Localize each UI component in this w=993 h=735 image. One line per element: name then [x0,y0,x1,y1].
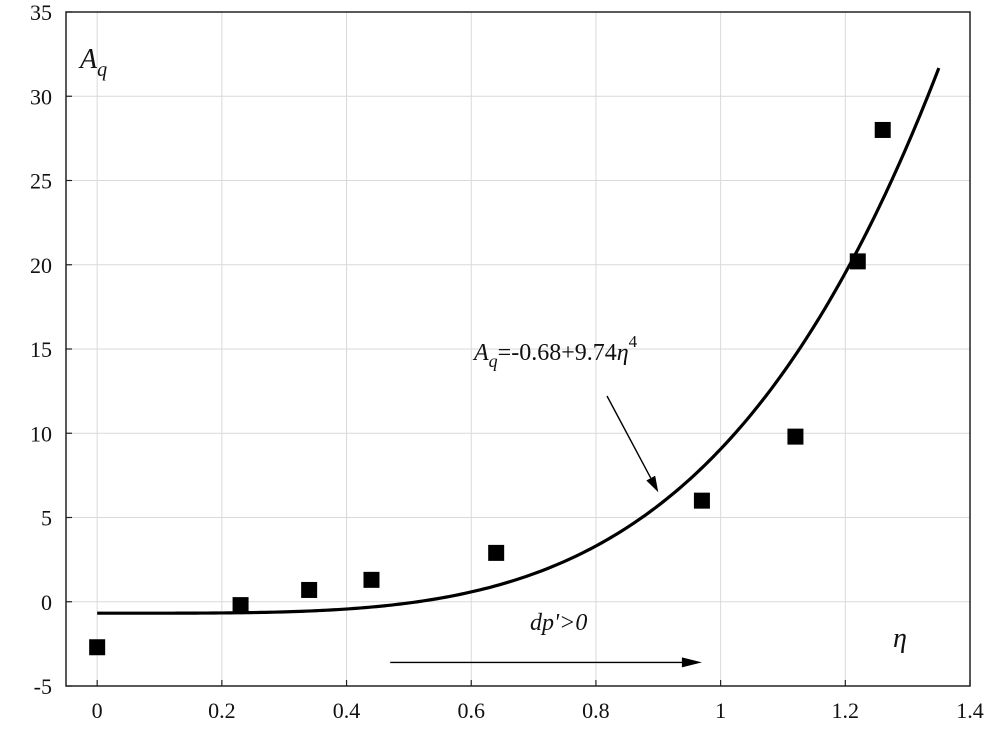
fit-equation-arrow-head [646,475,659,493]
pressure-gradient-arrow-head [681,657,702,668]
x-axis-label: η [893,623,907,654]
x-tick-label: 0 [92,698,103,723]
pressure-gradient-label: dp'>0 [530,610,587,636]
y-tick-label: 30 [30,84,52,109]
x-tick-label: 0.8 [582,698,610,723]
y-tick-label: -5 [34,674,52,699]
data-point-marker [488,544,505,561]
x-tick-label: 0.2 [208,698,236,723]
data-point-marker [787,428,804,445]
x-tick-label: 0.6 [457,698,485,723]
data-point-marker [363,571,380,588]
y-tick-label: 35 [30,0,52,25]
x-tick-label: 1.2 [832,698,860,723]
x-tick-label: 1.4 [956,698,984,723]
y-axis-label: Aq [78,44,107,81]
y-tick-label: 20 [30,253,52,278]
data-point-marker [693,492,710,509]
data-point-marker [849,253,866,270]
data-point-marker [301,581,318,598]
data-point-marker [232,597,249,614]
y-tick-label: 25 [30,169,52,194]
x-tick-label: 1 [715,698,726,723]
y-tick-label: 10 [30,421,52,446]
data-points [89,121,891,656]
data-point-marker [874,121,891,138]
y-tick-label: 5 [41,506,52,531]
fit-equation-arrow [606,395,652,479]
data-point-marker [89,639,106,656]
tick-layer: 0 0.2 0.4 0.6 0.8 1 1.2 1.4 -5 0 5 10 15 20 25 30 35 [30,0,984,723]
fit-equation-label: Aq=-0.68+9.74η4 [472,332,638,371]
y-tick-label: 15 [30,337,52,362]
x-tick-label: 0.4 [333,698,361,723]
y-tick-label: 0 [41,590,52,615]
